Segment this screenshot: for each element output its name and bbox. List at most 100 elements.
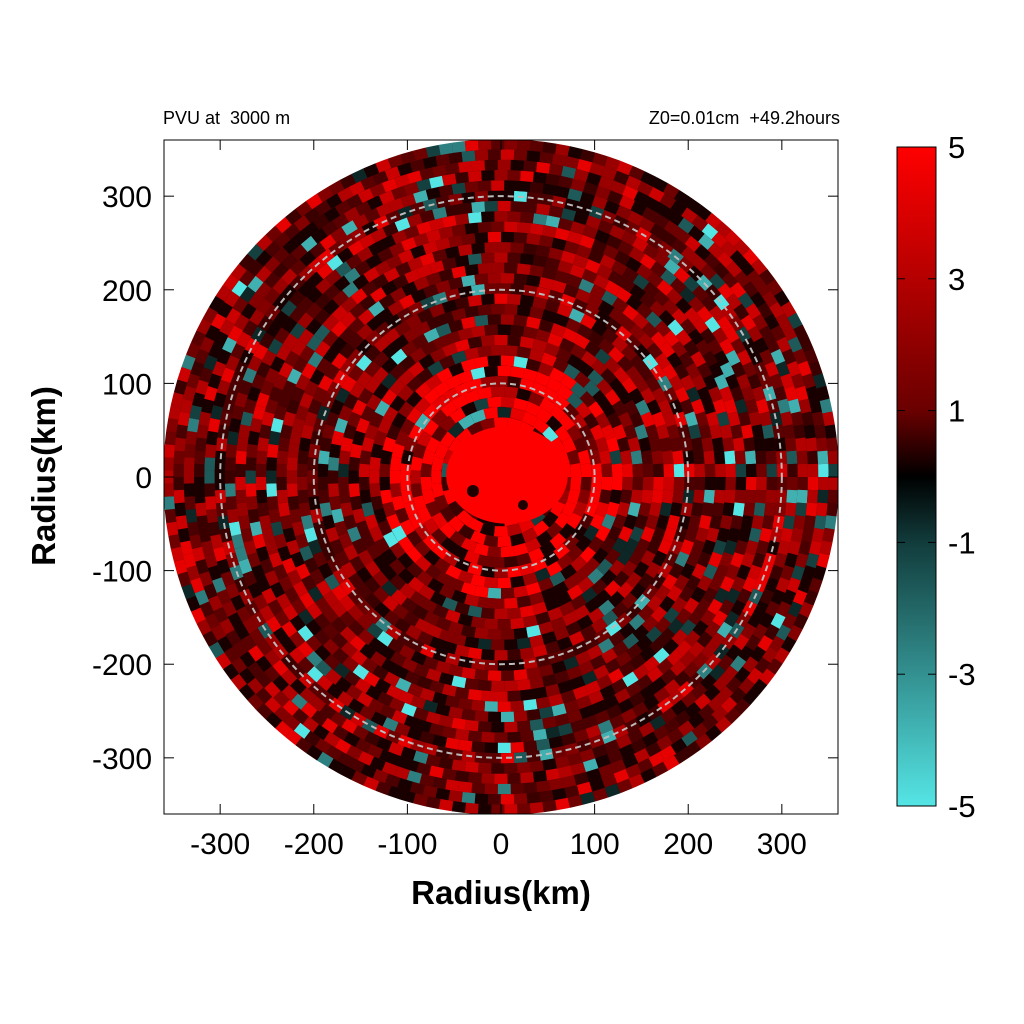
field-cell <box>709 424 723 440</box>
field-cell <box>609 224 626 240</box>
field-cell <box>580 149 596 163</box>
colorbar-tick-label: -1 <box>948 525 976 560</box>
field-cell <box>604 658 621 674</box>
field-cell <box>497 619 512 630</box>
field-cell <box>541 587 557 602</box>
field-cell <box>286 569 302 586</box>
field-cell <box>704 253 721 270</box>
field-cell <box>388 741 404 757</box>
field-cell <box>189 405 202 420</box>
field-cell <box>445 246 460 259</box>
field-cell <box>240 634 257 651</box>
field-cell <box>646 342 663 359</box>
field-cell <box>268 386 283 402</box>
field-cell <box>417 308 434 323</box>
field-cell <box>366 315 383 332</box>
field-cell <box>625 681 642 698</box>
field-cell <box>314 644 331 662</box>
field-cell <box>695 733 712 750</box>
field-cell <box>588 690 604 705</box>
field-cell <box>705 725 722 742</box>
field-cell <box>666 424 681 440</box>
field-cell <box>745 398 759 414</box>
field-cell <box>636 635 653 652</box>
field-cell <box>504 597 518 609</box>
field-cell <box>622 304 640 321</box>
field-cell <box>596 558 613 576</box>
field-cell <box>555 591 573 607</box>
field-cell <box>610 180 627 195</box>
field-cell <box>775 313 792 330</box>
field-cell <box>229 373 244 390</box>
field-cell <box>477 721 492 733</box>
field-cell <box>554 425 571 442</box>
field-cell <box>164 444 175 458</box>
field-cell <box>432 543 449 560</box>
field-cell <box>754 657 771 674</box>
field-cell <box>280 637 297 654</box>
field-cell <box>691 215 709 232</box>
field-cell <box>698 704 715 721</box>
field-cell <box>298 502 311 517</box>
field-cell <box>317 186 334 203</box>
field-cell <box>634 593 651 611</box>
field-cell <box>451 182 466 195</box>
field-cell <box>722 437 735 452</box>
field-cell <box>403 501 418 518</box>
field-cell <box>645 514 659 530</box>
field-cell <box>731 576 746 593</box>
field-cell <box>334 417 348 434</box>
field-cell <box>484 200 498 212</box>
field-cell <box>400 237 417 252</box>
field-cell <box>685 574 701 592</box>
field-cell <box>724 489 736 504</box>
field-cell <box>297 625 314 642</box>
field-cell <box>592 152 608 167</box>
field-cell <box>501 670 515 682</box>
field-cell <box>558 765 573 779</box>
field-cell <box>406 530 423 547</box>
field-cell <box>449 530 466 547</box>
field-cell <box>612 537 628 554</box>
field-cell <box>451 224 467 237</box>
field-cell <box>565 621 582 636</box>
field-cell <box>381 761 398 776</box>
field-cell <box>731 361 746 378</box>
field-cell <box>364 377 381 394</box>
field-cell <box>539 706 554 719</box>
field-cell <box>325 411 340 428</box>
field-cell <box>755 398 770 414</box>
field-cell <box>577 576 595 593</box>
field-cell <box>694 463 706 477</box>
field-cell <box>364 592 381 610</box>
field-cell <box>521 527 539 543</box>
field-cell <box>290 339 307 356</box>
field-cell <box>348 572 364 590</box>
field-cell <box>461 792 476 804</box>
field-cell <box>363 671 380 688</box>
field-cell <box>656 279 674 296</box>
field-cell <box>645 741 662 758</box>
field-cell <box>285 208 302 225</box>
field-cell <box>566 512 583 530</box>
field-cell <box>759 612 775 629</box>
field-cell <box>576 158 593 173</box>
field-cell <box>339 358 356 376</box>
field-cell <box>349 495 363 511</box>
field-cell <box>734 489 746 504</box>
field-cell <box>529 181 544 194</box>
field-cell <box>725 373 740 390</box>
field-cell <box>356 338 373 356</box>
field-cell <box>601 610 619 627</box>
field-cell <box>660 269 677 286</box>
field-cell <box>397 778 413 792</box>
field-cell <box>520 253 535 265</box>
field-cell <box>451 717 467 730</box>
field-cell <box>697 386 712 403</box>
field-cell <box>317 477 329 491</box>
field-cell <box>461 708 476 721</box>
field-cell <box>314 596 331 614</box>
field-cell <box>275 720 292 737</box>
field-cell <box>297 489 309 504</box>
field-cell <box>497 324 512 335</box>
